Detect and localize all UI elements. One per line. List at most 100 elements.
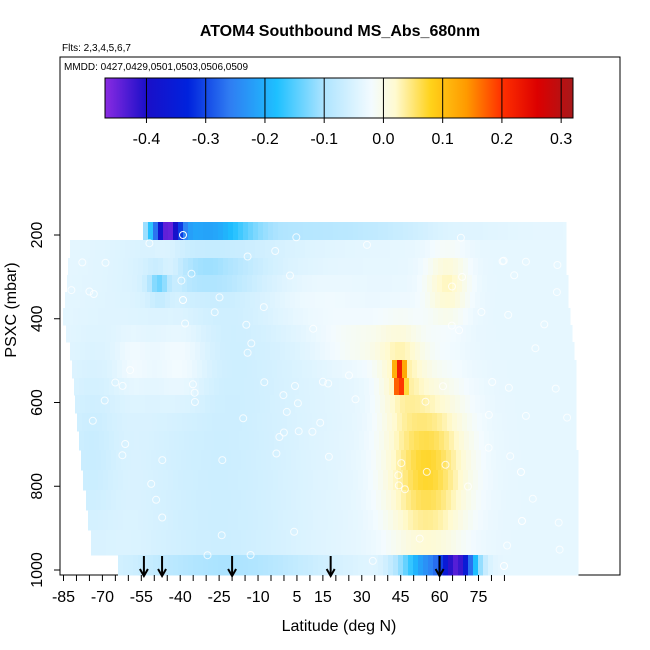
heatmap-cell (366, 325, 372, 343)
heatmap-cell (114, 431, 120, 451)
heatmap-cell (375, 342, 381, 361)
heatmap-cell (431, 490, 437, 511)
heatmap-cell (522, 413, 528, 432)
heatmap-cell (412, 413, 418, 432)
heatmap-cell (563, 470, 569, 491)
heatmap-cell (247, 360, 253, 379)
heatmap-cell (165, 395, 171, 414)
heatmap-cell (373, 308, 379, 326)
heatmap-cell (323, 470, 329, 491)
heatmap-cell (254, 378, 260, 396)
heatmap-cell (331, 450, 337, 471)
heatmap-cell (455, 240, 461, 259)
heatmap-cell (228, 308, 234, 326)
heatmap-cell (408, 308, 414, 326)
heatmap-cell (94, 378, 100, 396)
heatmap-cell (218, 470, 224, 491)
heatmap-cell (536, 490, 542, 511)
heatmap-cell (511, 325, 517, 343)
heatmap-cell (249, 431, 255, 451)
heatmap-cell (472, 360, 478, 379)
heatmap-cell (240, 342, 246, 361)
heatmap-cell (88, 258, 94, 276)
heatmap-cell (548, 510, 554, 531)
heatmap-cell (182, 275, 188, 293)
heatmap-cell (455, 292, 461, 309)
heatmap-cell (93, 510, 99, 531)
sample-point (217, 531, 226, 540)
heatmap-cell (121, 450, 127, 471)
heatmap-cell (352, 413, 358, 432)
heatmap-cell (335, 240, 341, 259)
heatmap-cell (352, 360, 358, 379)
heatmap-cell (236, 490, 242, 511)
heatmap-cell (498, 222, 504, 241)
heatmap-cell (436, 490, 442, 511)
heatmap-cell (147, 413, 153, 432)
heatmap-cell (163, 470, 169, 491)
heatmap-cell (380, 342, 386, 361)
heatmap-cell (105, 395, 111, 414)
heatmap-cell (233, 258, 239, 276)
heatmap-cell (565, 240, 567, 259)
heatmap-cell (96, 450, 102, 471)
heatmap-cell (558, 222, 564, 241)
heatmap-cell (460, 395, 466, 414)
heatmap-cell (348, 222, 354, 241)
heatmap-cell (537, 360, 543, 379)
heatmap-cell (188, 470, 194, 491)
x-tick-label: -25 (208, 589, 231, 606)
heatmap-cell (510, 342, 516, 361)
heatmap-cell (255, 342, 261, 361)
heatmap-cell (289, 431, 295, 451)
heatmap-cell (193, 555, 199, 576)
heatmap-cell (461, 325, 467, 343)
heatmap-cell (528, 308, 534, 326)
heatmap-cell (430, 395, 436, 414)
heatmap-cell (529, 378, 535, 396)
heatmap-cell (405, 395, 411, 414)
heatmap-cell (119, 378, 125, 396)
heatmap-cell (503, 258, 509, 276)
colorbar-tick-label: -0.2 (251, 131, 279, 148)
heatmap-cell (410, 395, 416, 414)
heatmap-cell (215, 342, 221, 361)
heatmap-cell (99, 378, 105, 396)
heatmap-cell (408, 555, 414, 576)
heatmap-cell (207, 413, 213, 432)
heatmap-cell (373, 510, 379, 531)
heatmap-cell (425, 342, 431, 361)
heatmap-cell (201, 325, 207, 343)
heatmap-cell (380, 240, 386, 259)
heatmap-cell (444, 431, 450, 451)
heatmap-cell (530, 395, 536, 414)
heatmap-cell (568, 555, 574, 576)
heatmap-cell (223, 222, 229, 241)
heatmap-cell (528, 258, 534, 276)
heatmap-cell (111, 490, 117, 511)
heatmap-cell (221, 490, 227, 511)
heatmap-cell (208, 470, 214, 491)
heatmap-cell (224, 378, 230, 396)
heatmap-cell (386, 490, 392, 511)
heatmap-cell (141, 490, 147, 511)
heatmap-cell (139, 431, 145, 451)
heatmap-cell (395, 395, 401, 414)
heatmap-cell (380, 292, 386, 309)
heatmap-cell (141, 530, 147, 556)
heatmap-cell (411, 490, 417, 511)
heatmap-cell (353, 308, 359, 326)
heatmap-cell (233, 510, 239, 531)
sample-point (363, 240, 371, 249)
heatmap-cell (438, 470, 444, 491)
heatmap-cell (286, 490, 292, 511)
heatmap-cell (179, 378, 185, 396)
heatmap-cell (207, 360, 213, 379)
heatmap-cell (295, 342, 301, 361)
heatmap-cell (443, 308, 449, 326)
heatmap-cell (242, 275, 248, 293)
heatmap-cell (546, 490, 552, 511)
heatmap-cell (185, 240, 191, 259)
heatmap-cell (415, 342, 421, 361)
heatmap-cell (114, 378, 120, 396)
